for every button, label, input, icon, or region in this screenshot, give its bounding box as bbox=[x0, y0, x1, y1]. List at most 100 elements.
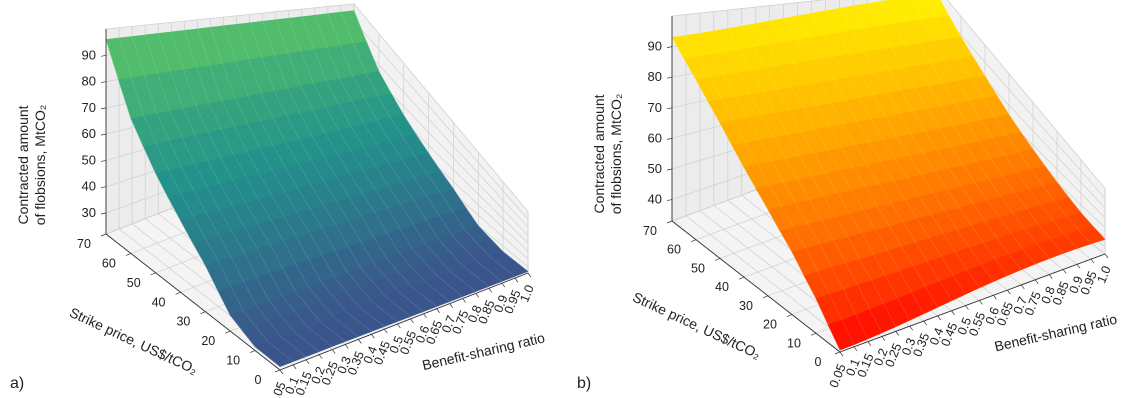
y-tick-mark bbox=[125, 253, 131, 256]
x-tick-mark bbox=[839, 351, 844, 357]
y-tick-mark bbox=[225, 330, 231, 334]
mesh-line bbox=[741, 25, 910, 321]
panel-label: b) bbox=[577, 375, 591, 392]
mesh-line bbox=[699, 33, 869, 340]
x-tick-mark bbox=[423, 313, 427, 319]
mesh-line bbox=[340, 11, 516, 277]
y-tick-mark bbox=[738, 276, 745, 280]
z-tick-label: 70 bbox=[648, 100, 662, 115]
mesh-line bbox=[210, 27, 385, 327]
y-tick-mark bbox=[666, 220, 673, 224]
surface bbox=[105, 10, 529, 367]
mesh-line bbox=[262, 21, 437, 307]
y-axis-line bbox=[671, 220, 841, 353]
y-tick-label: 60 bbox=[102, 256, 116, 270]
y-tick-mark bbox=[175, 291, 181, 295]
mesh-line bbox=[157, 33, 333, 347]
mesh-line bbox=[727, 28, 897, 327]
z-axis-title: Contracted amount of flobsions, MtCO₂ bbox=[15, 105, 48, 226]
x-tick-label: 0.3 bbox=[335, 354, 355, 375]
x-tick-mark bbox=[410, 318, 414, 324]
x-tick-label: 0.1 bbox=[843, 357, 863, 378]
mesh-line bbox=[713, 30, 883, 334]
x-tick-label: 0.9 bbox=[1066, 274, 1086, 295]
mesh-line bbox=[327, 13, 503, 282]
x-tick-label: 0.2 bbox=[308, 365, 328, 386]
x-tick-mark bbox=[965, 305, 969, 310]
z-axis-title-line1: Contracted amount bbox=[591, 94, 607, 213]
mesh-line bbox=[880, 1, 1050, 259]
mesh-line bbox=[797, 15, 966, 295]
x-tick-mark bbox=[951, 310, 955, 315]
x-tick-label: 0.5 bbox=[955, 315, 975, 336]
z-tick-label: 80 bbox=[82, 74, 96, 89]
y-tick-mark bbox=[250, 350, 256, 353]
x-tick-mark bbox=[527, 272, 532, 278]
mesh-line bbox=[783, 18, 952, 301]
z-tick-label: 50 bbox=[648, 161, 662, 176]
y-tick-mark bbox=[834, 351, 841, 355]
z-tick-label: 40 bbox=[648, 192, 662, 207]
y-tick-mark bbox=[690, 239, 697, 243]
x-tick-mark bbox=[318, 354, 323, 359]
x-axis-line bbox=[839, 253, 1106, 353]
mesh-line bbox=[288, 18, 463, 297]
mesh-line bbox=[839, 8, 1008, 276]
x-tick-label: 0.5 bbox=[387, 334, 407, 355]
z-tick-label: 60 bbox=[648, 130, 662, 145]
y-tick-label: 40 bbox=[715, 280, 729, 294]
z-tick-label: 40 bbox=[82, 179, 96, 194]
mesh-line bbox=[249, 22, 424, 312]
y-tick-label: 10 bbox=[226, 354, 240, 368]
x-tick-mark bbox=[1104, 253, 1109, 259]
surface-patch bbox=[1078, 225, 1106, 245]
mesh-line bbox=[118, 37, 294, 362]
x-tick-label: 0.2 bbox=[871, 346, 891, 367]
x-tick-mark bbox=[1034, 279, 1039, 284]
x-tick-mark bbox=[867, 341, 872, 346]
mesh-line bbox=[314, 15, 489, 287]
x-tick-label: 0.1 bbox=[282, 375, 302, 396]
z-tick-mark bbox=[666, 199, 673, 201]
x-tick-mark bbox=[1007, 289, 1011, 295]
mesh-line bbox=[353, 10, 529, 272]
mesh-line bbox=[275, 19, 450, 302]
x-tick-label: 0.6 bbox=[983, 305, 1003, 326]
x-tick-mark bbox=[1048, 274, 1053, 279]
y-tick-label: 70 bbox=[77, 237, 91, 251]
z-tick-label: 90 bbox=[82, 47, 96, 62]
mesh-line bbox=[236, 24, 411, 317]
x-tick-mark bbox=[881, 336, 886, 341]
x-tick-label: 0.6 bbox=[413, 324, 433, 345]
x-tick-mark bbox=[979, 300, 983, 305]
z-tick-mark bbox=[666, 168, 673, 171]
z-tick-mark bbox=[666, 76, 673, 79]
y-axis-line bbox=[105, 233, 281, 371]
mesh-line bbox=[853, 5, 1022, 270]
y-tick-label: 30 bbox=[739, 299, 753, 313]
x-tick-label: 0.3 bbox=[899, 336, 919, 357]
x-tick-label: 0.8 bbox=[465, 303, 485, 324]
y-tick-label: 70 bbox=[643, 224, 657, 238]
y-tick-label: 0 bbox=[255, 373, 262, 387]
y-tick-mark bbox=[274, 369, 281, 373]
mesh-line bbox=[811, 13, 980, 288]
mesh-line bbox=[940, 0, 1106, 240]
y-tick-label: 40 bbox=[152, 295, 166, 309]
x-tick-mark bbox=[514, 277, 519, 283]
y-tick-mark bbox=[150, 272, 156, 276]
surface bbox=[671, 0, 1106, 351]
mesh-line bbox=[671, 37, 841, 351]
x-axis-line bbox=[279, 272, 529, 371]
x-tick-label: 0.9 bbox=[491, 293, 511, 314]
x-tick-mark bbox=[279, 369, 284, 375]
x-tick-mark bbox=[305, 359, 310, 364]
x-tick-label: 0.7 bbox=[1011, 295, 1031, 316]
y-tick-mark bbox=[786, 314, 793, 317]
y-tick-label: 20 bbox=[201, 334, 215, 348]
y-tick-label: 60 bbox=[667, 243, 681, 257]
mesh-line bbox=[825, 10, 994, 282]
z-axis-title: Contracted amount of flobsions, MtCO₂ bbox=[591, 94, 624, 215]
x-tick-mark bbox=[993, 295, 997, 300]
